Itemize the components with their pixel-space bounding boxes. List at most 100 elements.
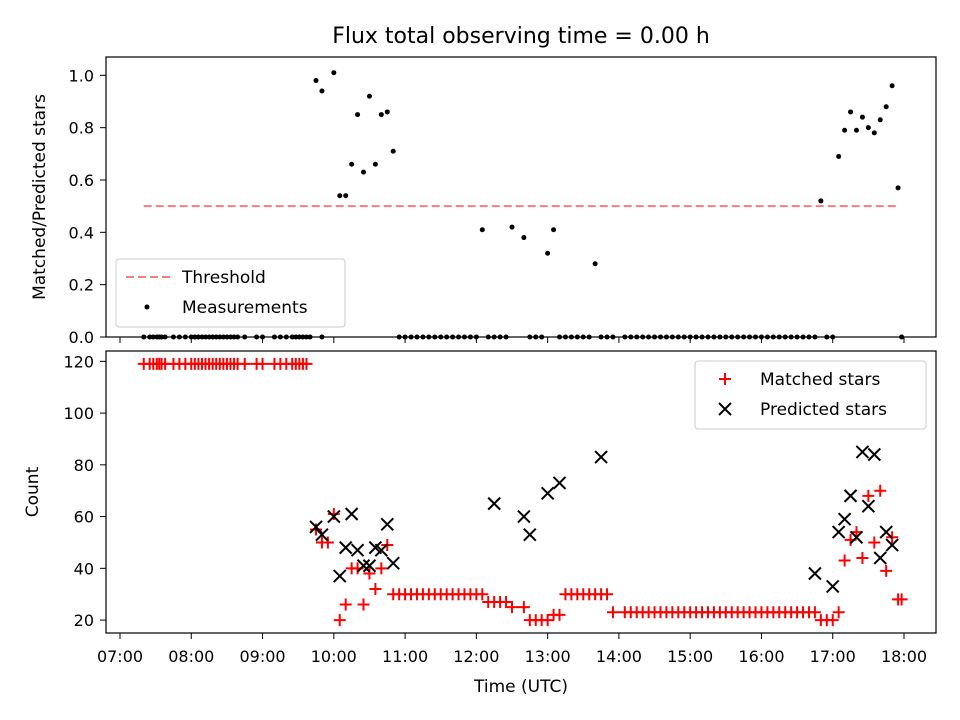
measurement-point <box>349 161 355 167</box>
matched-star-point <box>333 614 346 627</box>
predicted-star-point <box>867 447 882 462</box>
matched-star-point <box>856 551 869 564</box>
predicted-star-point <box>837 512 852 526</box>
bottom-panel: 20 40 60 80 100 120 07:00 08:00 09:00 10:00 11:00… <box>23 350 937 697</box>
measurement-point <box>545 250 551 256</box>
matched-star-point <box>601 588 614 601</box>
bottom-y-tick-label: 40 <box>74 559 94 578</box>
matched-star-point <box>553 608 566 621</box>
predicted-star-point <box>333 569 347 583</box>
matched-star-point <box>363 567 376 580</box>
measurement-point <box>859 114 865 120</box>
bottom-legend: Matched stars Predicted stars <box>694 360 927 430</box>
matched-star-point <box>327 507 340 520</box>
predicted-star-point <box>517 509 531 524</box>
bottom-x-tick-label: 18:00 <box>881 647 927 666</box>
measurement-point <box>343 193 349 199</box>
measurement-point <box>319 88 325 94</box>
predicted-star-point <box>861 499 876 513</box>
legend-matched-marker <box>719 373 731 385</box>
predicted-star-point <box>380 517 394 532</box>
predicted-star-point <box>386 556 400 570</box>
measurement-point <box>337 193 343 199</box>
predicted-star-point <box>350 543 365 557</box>
measurement-point <box>384 109 390 115</box>
measurement-point <box>521 235 527 241</box>
predicted-star-point <box>873 551 887 565</box>
bottom-x-tick-label: 14:00 <box>596 647 642 666</box>
matched-star-point <box>476 588 489 601</box>
measurement-point <box>818 198 824 204</box>
bottom-axes-frame <box>105 350 937 634</box>
predicted-star-point <box>879 525 893 539</box>
matched-star-point <box>500 595 513 608</box>
top-y-tick-label: 0.2 <box>69 276 94 295</box>
measurement-point <box>889 83 895 89</box>
matched-star-point <box>880 564 893 577</box>
predicted-star-point <box>855 445 870 459</box>
matched-star-point <box>868 536 881 549</box>
bottom-y-tick-label: 60 <box>74 508 94 527</box>
predicted-star-point <box>885 538 899 552</box>
legend-predicted-label: Predicted stars <box>760 400 887 420</box>
matched-star-point <box>369 583 382 596</box>
bottom-x-tick-label: 10:00 <box>311 647 357 666</box>
top-legend-box <box>115 258 346 328</box>
legend-predicted-marker <box>718 402 732 416</box>
measurement-point <box>871 130 877 136</box>
matched-star-point <box>541 614 554 627</box>
matched-star-point <box>895 593 908 606</box>
measurement-point <box>842 127 848 133</box>
top-y-tick-label: 0.0 <box>69 328 94 347</box>
matched-star-point <box>300 357 313 370</box>
measurement-point <box>355 112 361 118</box>
bottom-x-tick-label: 07:00 <box>97 647 143 666</box>
predicted-star-point <box>843 489 858 503</box>
measurement-point <box>551 227 557 233</box>
legend-matched-swatch <box>719 373 731 385</box>
measurement-point <box>372 161 378 167</box>
top-y-tick-label: 1.0 <box>69 66 94 85</box>
matched-star-point <box>517 601 530 614</box>
measurement-point <box>331 70 337 76</box>
bottom-x-tick-label: 08:00 <box>168 647 214 666</box>
bottom-y-tick-label: 100 <box>63 404 94 423</box>
matched-star-point <box>808 606 821 619</box>
bottom-x-tick-label: 12:00 <box>453 647 499 666</box>
predicted-star-point <box>552 476 567 490</box>
predicted-star-point <box>540 486 555 501</box>
legend-predicted-swatch <box>718 402 732 416</box>
matched-star-point <box>256 357 269 370</box>
matched-star-point <box>838 554 851 567</box>
predicted-star-point <box>362 559 377 573</box>
measurement-point <box>592 261 598 267</box>
matched-star-point <box>375 562 388 575</box>
measurement-point <box>361 169 367 175</box>
legend-measurements-label: Measurements <box>182 298 308 318</box>
predicted-star-point <box>808 566 822 581</box>
measurement-point <box>895 185 901 191</box>
predicted-star-point <box>344 507 359 521</box>
top-y-axis-label: Matched/Predicted stars <box>30 94 50 300</box>
measurement-point <box>509 224 515 230</box>
bottom-x-tick-label: 15:00 <box>667 647 713 666</box>
measurement-point <box>848 109 854 115</box>
matched-star-point <box>339 598 352 611</box>
measurement-point <box>479 227 485 233</box>
legend-matched-label: Matched stars <box>760 370 880 390</box>
bottom-x-tick-label: 17:00 <box>810 647 856 666</box>
measurement-point <box>366 93 372 99</box>
matched-star-point <box>238 357 251 370</box>
top-y-tick-label: 0.6 <box>69 171 94 190</box>
predicted-star-point <box>826 579 840 594</box>
bottom-x-tick-label: 09:00 <box>239 647 285 666</box>
matched-star-point <box>862 489 875 502</box>
bottom-y-tick-label: 80 <box>74 456 94 475</box>
measurement-point <box>836 153 842 159</box>
bottom-legend-box <box>694 360 927 430</box>
measurement-point <box>853 127 859 133</box>
predicted-star-point <box>831 525 846 539</box>
predicted-star-point <box>327 509 341 524</box>
predicted-star-point <box>849 530 864 544</box>
matched-star-point <box>874 484 887 497</box>
